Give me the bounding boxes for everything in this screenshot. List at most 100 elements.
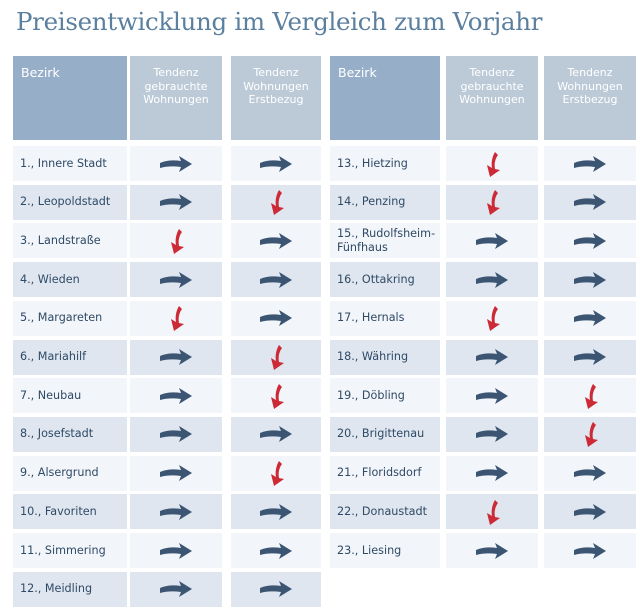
arrow-right-icon [574,194,606,211]
arrow-right-icon [476,465,508,482]
trend-new-cell [231,300,321,336]
trend-used-cell [446,184,538,220]
arrow-right-icon [260,426,292,443]
header-trend-new: Tendenz Wohnungen Erstbezug [231,56,321,140]
arrow-down-icon [171,306,184,332]
trend-new-cell [544,494,636,530]
arrow-down-icon [487,151,500,177]
district-name: 5., Margareten [13,300,127,336]
header-trend-used: Tendenz gebrauchte Wohnungen [130,56,222,140]
trend-new-cell [231,184,321,220]
arrow-right-icon [574,155,606,172]
district-name: 1., Innere Stadt [13,146,127,181]
arrow-right-icon [476,542,508,559]
trend-used-cell [130,262,222,298]
arrow-right-icon [476,426,508,443]
arrow-right-icon [476,271,508,288]
trend-new-cell [544,146,636,181]
trend-new-cell [231,416,321,452]
district-name: 12., Meidling [13,571,127,607]
trend-new-cell [544,300,636,336]
arrow-down-icon [487,499,500,525]
arrow-right-icon [160,426,192,443]
arrow-right-icon [476,232,508,249]
header-district: Bezirk [13,56,127,140]
trend-new-cell [544,455,636,491]
trend-used-cell [446,146,538,181]
arrow-down-icon [487,190,500,216]
trend-used-cell [130,455,222,491]
district-name: 2., Leopoldstadt [13,184,127,220]
arrow-right-icon [260,581,292,598]
district-name: 6., Mariahilf [13,339,127,375]
arrow-right-icon [476,387,508,404]
district-name: 8., Josefstadt [13,416,127,452]
header-trend-new: Tendenz Wohnungen Erstbezug [544,56,636,140]
arrow-right-icon [260,542,292,559]
arrow-down-icon [271,190,284,216]
trend-used-cell [130,184,222,220]
trend-used-cell [130,378,222,414]
arrow-right-icon [260,155,292,172]
arrow-right-icon [160,271,192,288]
district-name: 18., Währing [330,339,440,375]
arrow-right-icon [160,155,192,172]
district-name: 3., Landstraße [13,223,127,259]
header-district: Bezirk [330,56,440,140]
trend-new-cell [544,339,636,375]
arrow-right-icon [160,349,192,365]
trend-new-cell [544,533,636,568]
arrow-down-icon [271,345,284,370]
trend-used-cell [446,339,538,375]
trend-new-cell [231,223,321,259]
arrow-right-icon [160,387,192,404]
arrow-right-icon [574,349,606,365]
trend-new-cell [231,455,321,491]
district-name: 16., Ottakring [330,262,440,298]
arrow-right-icon [160,194,192,211]
district-name: 17., Hernals [330,300,440,336]
trend-new-cell [231,533,321,568]
arrow-down-icon [171,228,184,254]
arrow-right-icon [160,581,192,598]
district-name: 19., Döbling [330,378,440,414]
trend-used-cell [446,494,538,530]
trend-used-cell [130,416,222,452]
trend-used-cell [130,300,222,336]
trend-used-cell [446,262,538,298]
arrow-right-icon [260,503,292,520]
district-name: 15., Rudolfsheim-Fünfhaus [330,223,440,259]
trend-used-cell [130,223,222,259]
district-name: 22., Donaustadt [330,494,440,530]
district-name: 4., Wieden [13,262,127,298]
trend-used-cell [446,300,538,336]
arrow-right-icon [574,232,606,249]
trend-new-cell [231,378,321,414]
trend-new-cell [231,339,321,375]
trend-used-cell [130,494,222,530]
arrow-down-icon [487,306,500,332]
district-name: 7., Neubau [13,378,127,414]
arrow-down-icon [271,461,284,487]
district-name: 9., Alsergrund [13,455,127,491]
arrow-right-icon [476,349,508,365]
arrow-right-icon [574,271,606,288]
district-name: 10., Favoriten [13,494,127,530]
district-name: 23., Liesing [330,533,440,568]
trend-new-cell [231,571,321,607]
arrow-right-icon [260,310,292,327]
district-name: 13., Hietzing [330,146,440,181]
district-name: 20., Brigittenau [330,416,440,452]
trend-used-cell [446,455,538,491]
arrow-right-icon [160,503,192,520]
arrow-right-icon [160,542,192,559]
arrow-right-icon [260,232,292,249]
arrow-right-icon [574,465,606,482]
trend-new-cell [544,184,636,220]
page-title: Preisentwicklung im Vergleich zum Vorjah… [16,7,543,36]
arrow-right-icon [260,271,292,288]
trend-new-cell [231,146,321,181]
trend-used-cell [446,223,538,259]
trend-new-cell [231,494,321,530]
trend-used-cell [130,533,222,568]
